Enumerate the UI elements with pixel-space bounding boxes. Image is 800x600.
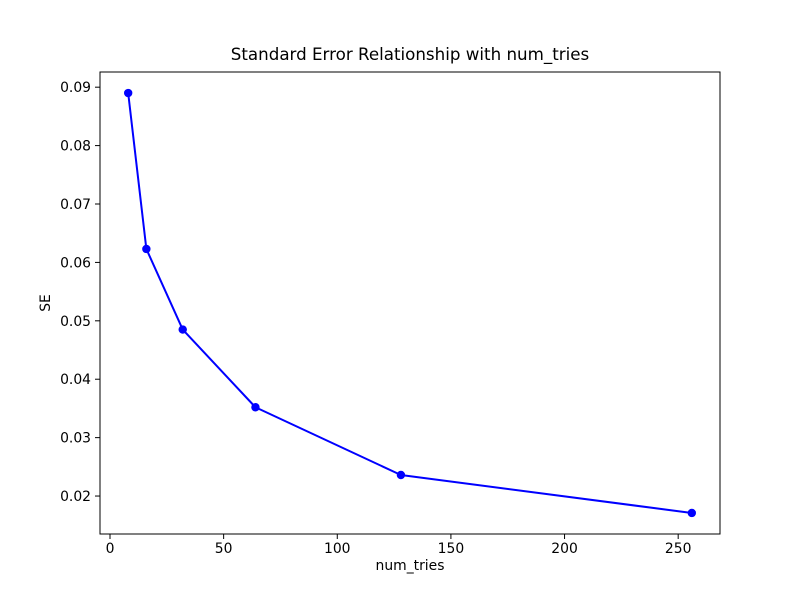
data-point — [396, 470, 406, 480]
y-tick-label: 0.07 — [60, 197, 91, 213]
y-tick-label: 0.06 — [60, 255, 91, 271]
x-tick-label: 0 — [106, 541, 115, 557]
y-tick-label: 0.08 — [60, 139, 91, 155]
data-point — [178, 325, 187, 334]
data-point — [687, 508, 697, 518]
axes-border — [99, 71, 721, 535]
y-tick-label: 0.02 — [60, 489, 91, 505]
y-tick-label: 0.03 — [60, 431, 91, 447]
x-tick-label: 50 — [215, 541, 233, 557]
x-axis-label: num_tries — [375, 558, 445, 574]
data-point — [142, 244, 151, 254]
x-tick-label: 250 — [665, 541, 692, 557]
data-point — [123, 88, 133, 98]
y-tick-label: 0.09 — [60, 80, 91, 96]
y-tick-label: 0.05 — [60, 314, 91, 330]
chart-title: Standard Error Relationship with num_tri… — [230, 44, 590, 64]
x-tick-label: 150 — [438, 541, 465, 557]
x-tick-label: 100 — [324, 541, 351, 557]
x-tick-label: 200 — [551, 541, 578, 557]
data-point — [251, 403, 260, 412]
y-tick-label: 0.04 — [60, 372, 91, 388]
y-axis-label: SE — [38, 294, 54, 312]
data-line — [127, 92, 692, 514]
